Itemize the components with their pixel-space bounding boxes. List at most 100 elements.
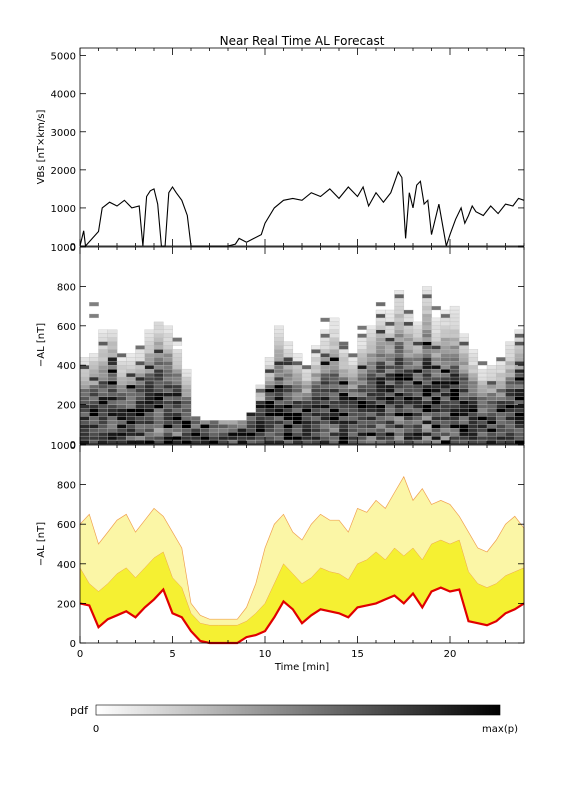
heatmap-cell (329, 392, 340, 397)
heatmap-cell (338, 416, 349, 421)
heatmap-cell (477, 384, 488, 389)
heatmap-cell (89, 353, 99, 358)
colorbar-max-label: max(p) (482, 724, 518, 735)
heatmap-cell (144, 420, 155, 425)
heatmap-cell (320, 380, 331, 386)
heatmap-cell (135, 439, 146, 445)
heatmap-cell (181, 388, 192, 393)
heatmap-cell (468, 404, 479, 409)
heatmap-cell (329, 317, 340, 322)
heatmap-cell (329, 428, 340, 433)
heatmap-cell (181, 372, 192, 378)
heatmap-cell (329, 345, 340, 350)
heatmap-cell (274, 396, 284, 401)
heatmap-cell (79, 357, 90, 362)
heatmap-cell (422, 321, 432, 326)
heatmap-cell (116, 388, 127, 393)
heatmap-cell (412, 439, 423, 445)
heatmap-cell (89, 396, 99, 401)
heatmap-cell (320, 412, 331, 417)
heatmap-cell (394, 435, 405, 441)
heatmap-cell (514, 420, 525, 425)
heatmap-cell (338, 435, 349, 441)
heatmap-cell (348, 428, 358, 433)
heatmap-cell (366, 432, 377, 437)
heatmap-cell (126, 400, 136, 405)
heatmap-cell (311, 396, 321, 401)
heatmap-cell (144, 384, 155, 389)
heatmap-cell (338, 396, 349, 401)
heatmap-cell (79, 376, 90, 382)
heatmap-cell (163, 345, 173, 350)
heatmap-cell (144, 337, 155, 342)
heatmap-cell (449, 392, 460, 397)
heatmap-cell (385, 404, 395, 409)
pdf-colorbar: pdf 0 max(p) (70, 704, 518, 735)
heatmap-cell (403, 420, 414, 425)
heatmap-cell (329, 361, 340, 366)
heatmap-cell (394, 317, 405, 322)
heatmap-cell (126, 361, 136, 366)
heatmap-cell (79, 435, 90, 441)
heatmap-cell (311, 384, 321, 389)
heatmap-cell (107, 329, 118, 334)
heatmap-cell (449, 384, 460, 389)
heatmap-cell (116, 372, 127, 378)
heatmap-cell (144, 329, 155, 334)
heatmap-cell (366, 435, 377, 441)
heatmap-cell (329, 435, 340, 441)
figure-title: Near Real Time AL Forecast (220, 34, 385, 48)
heatmap-cell (514, 349, 525, 354)
heatmap-cell (237, 424, 247, 429)
heatmap-cell (329, 408, 340, 413)
heatmap-cell (357, 365, 368, 370)
heatmap-cell (496, 412, 506, 417)
heatmap-cell (107, 353, 118, 358)
heatmap-cell (412, 325, 423, 330)
y-tick-label: 400 (57, 361, 76, 372)
heatmap-cell (366, 424, 377, 429)
heatmap-cell (440, 321, 451, 326)
heatmap-cell (357, 388, 368, 393)
heatmap-cell (459, 404, 469, 409)
x-tick-label: 15 (351, 649, 364, 660)
heatmap-cell (422, 365, 432, 370)
heatmap-cell (449, 361, 460, 366)
heatmap-cell (440, 400, 451, 405)
heatmap-cell (283, 432, 294, 437)
heatmap-cell (348, 416, 358, 421)
heatmap-cell (153, 333, 164, 338)
heatmap-cell (153, 388, 164, 393)
heatmap-cell (98, 333, 109, 338)
heatmap-cell (440, 325, 451, 330)
heatmap-cell (311, 404, 321, 409)
heatmap-cell (181, 435, 192, 441)
heatmap-cell (366, 365, 377, 370)
heatmap-cell (264, 357, 275, 362)
heatmap-cell (338, 404, 349, 409)
heatmap-cell (422, 435, 432, 441)
heatmap-cell (89, 432, 99, 437)
heatmap-cell (449, 325, 460, 330)
heatmap-cell (348, 384, 358, 389)
heatmap-cell (135, 392, 146, 397)
heatmap-cell (153, 341, 164, 346)
heatmap-cell (431, 412, 442, 417)
heatmap-cell (422, 353, 432, 358)
heatmap-cell (394, 321, 405, 326)
heatmap-cell (486, 400, 497, 405)
heatmap-cell (440, 368, 451, 374)
heatmap-cell (403, 428, 414, 433)
heatmap-cell (394, 388, 405, 393)
heatmap-cell (338, 345, 349, 350)
heatmap-cell (366, 333, 377, 338)
heatmap-cell (107, 376, 118, 382)
heatmap-cell (459, 337, 469, 342)
heatmap-cell (329, 368, 340, 374)
heatmap-cell (255, 428, 266, 433)
heatmap-cell (274, 353, 284, 358)
heatmap-cell (153, 384, 164, 389)
heatmap-cell (440, 313, 451, 319)
heatmap-cell (98, 439, 109, 445)
heatmap-cell (144, 365, 155, 370)
